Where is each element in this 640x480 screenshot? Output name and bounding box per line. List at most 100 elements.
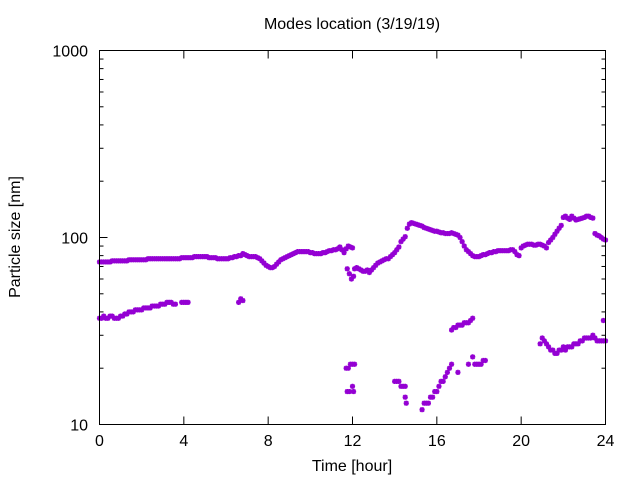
- data-point: [459, 239, 465, 245]
- data-point: [478, 361, 484, 367]
- data-point: [344, 266, 350, 272]
- data-point: [470, 315, 476, 321]
- data-point: [109, 313, 115, 319]
- data-point: [162, 301, 168, 307]
- data-point: [455, 232, 461, 238]
- data-point: [350, 273, 357, 279]
- data-point: [588, 335, 594, 341]
- data-point: [465, 249, 472, 255]
- data-point: [457, 234, 463, 241]
- data-point: [373, 262, 379, 268]
- data-point: [569, 213, 575, 219]
- data-point: [562, 347, 569, 353]
- data-point: [470, 354, 476, 360]
- data-point: [600, 317, 606, 324]
- data-point: [402, 234, 408, 240]
- data-point: [385, 256, 391, 262]
- data-point: [571, 215, 577, 221]
- data-point: [322, 250, 328, 256]
- plot-frame: [99, 50, 606, 425]
- data-point: [465, 361, 472, 367]
- data-point: [139, 307, 145, 313]
- data-point: [155, 303, 162, 309]
- data-point: [552, 231, 558, 237]
- data-point: [274, 261, 280, 267]
- data-point: [343, 246, 349, 252]
- data-point: [448, 361, 455, 367]
- data-point: [550, 234, 556, 241]
- data-point: [543, 245, 550, 251]
- data-point: [236, 299, 242, 305]
- x-tick-label: 12: [344, 433, 362, 450]
- data-point: [366, 269, 372, 276]
- data-point: [554, 350, 560, 356]
- data-point: [516, 253, 522, 259]
- data-point: [403, 400, 409, 406]
- data-point: [518, 245, 524, 251]
- data-point: [556, 225, 562, 231]
- data-point: [545, 239, 552, 246]
- data-point: [328, 248, 335, 254]
- data-point: [600, 236, 606, 242]
- x-tick-label: 16: [428, 433, 446, 450]
- x-axis-label: Time [hour]: [312, 458, 392, 475]
- data-point: [590, 215, 596, 221]
- data-point: [558, 222, 564, 229]
- data-point: [529, 241, 535, 247]
- data-point: [389, 252, 396, 258]
- data-point: [440, 378, 446, 385]
- data-point: [567, 216, 573, 222]
- data-point: [436, 383, 442, 389]
- data-point: [348, 276, 355, 282]
- x-tick-label: 0: [95, 433, 104, 450]
- data-point: [545, 344, 552, 350]
- data-point: [512, 249, 518, 255]
- y-tick-label: 10: [70, 418, 88, 435]
- data-point: [560, 344, 566, 350]
- data-point: [537, 241, 543, 247]
- data-point: [335, 246, 341, 252]
- data-point: [238, 253, 244, 259]
- data-point: [539, 335, 545, 341]
- data-point: [392, 250, 398, 256]
- data-point: [467, 251, 474, 257]
- data-point: [575, 341, 581, 347]
- data-point: [554, 228, 560, 234]
- data-point: [349, 245, 356, 251]
- x-tick-label: 4: [179, 433, 188, 450]
- data-point: [345, 365, 351, 371]
- data-point: [345, 243, 351, 249]
- data-point: [455, 369, 461, 375]
- data-point: [537, 341, 543, 347]
- data-point: [341, 250, 347, 256]
- data-point: [442, 374, 448, 380]
- data-points: [96, 213, 609, 413]
- chart-title: Modes location (3/19/19): [264, 16, 440, 33]
- data-point: [349, 383, 356, 389]
- data-point: [257, 256, 263, 262]
- data-point: [276, 259, 282, 265]
- data-point: [548, 237, 554, 243]
- data-point: [333, 247, 339, 253]
- data-point: [510, 247, 516, 253]
- data-point: [465, 320, 472, 326]
- data-point: [489, 250, 495, 256]
- data-point: [592, 335, 598, 341]
- data-point: [522, 242, 528, 248]
- data-point: [337, 244, 343, 250]
- data-point: [539, 242, 545, 248]
- tick-labels: 0 4 8 12 16 20 24 10 100 1000: [52, 44, 614, 451]
- y-tick-label: 100: [61, 231, 88, 248]
- data-point: [368, 267, 375, 273]
- data-point: [101, 313, 107, 319]
- data-point: [541, 338, 547, 344]
- data-point: [550, 347, 556, 353]
- data-point: [520, 243, 526, 249]
- data-point: [493, 249, 499, 255]
- data-point: [99, 315, 105, 321]
- data-point: [482, 357, 488, 364]
- data-point: [398, 239, 404, 245]
- data-point: [347, 244, 353, 250]
- data-point: [346, 388, 352, 395]
- x-tick-label: 20: [512, 433, 530, 450]
